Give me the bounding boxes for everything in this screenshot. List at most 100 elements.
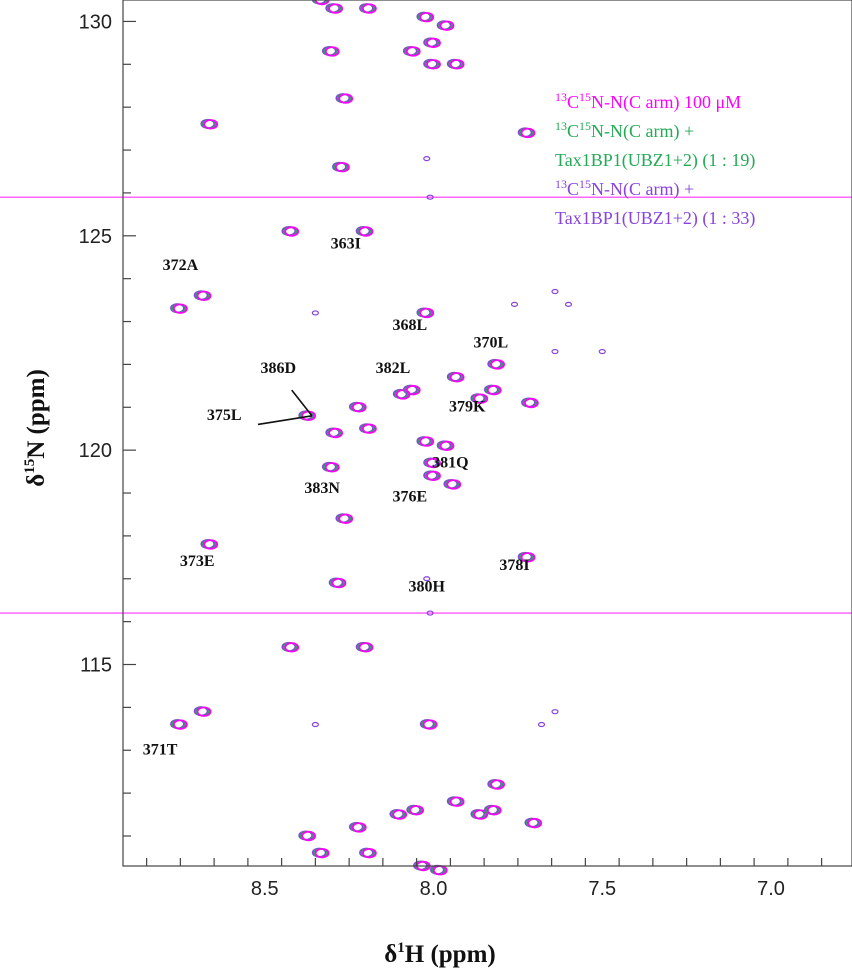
peak [483,804,502,816]
peak [348,821,367,833]
peak [325,3,344,14]
legend-entry: 13C15N-N(C arm) 100 μM [555,90,741,113]
peak-contour-100uM [172,719,188,730]
peak [402,384,421,396]
peak [298,830,317,842]
peak-label: 375L [207,407,242,424]
peak [423,470,441,482]
x-tick-label: 7.5 [588,878,616,900]
peak [321,461,340,473]
peak [335,513,354,524]
peak-contour-100uM [405,46,421,57]
y-tick-label: 120 [79,440,112,462]
peak [311,0,330,6]
peak-label: 371T [143,742,178,759]
minor-peak [551,709,559,715]
peak-contour-100uM [338,513,354,524]
legend-entry: 13C15N-N(C arm) + [555,119,694,142]
leader-line [257,415,313,426]
y-tick-label: 130 [79,11,112,33]
peak [170,719,188,730]
peak-contour-100uM [439,20,455,31]
peak-contour-100uM [361,423,377,434]
peak-contour-100uM [446,479,462,490]
legend: 13C15N-N(C arm) 100 μM 13C15N-N(C arm) + T… [555,90,755,229]
peak-contour-100uM [361,3,377,14]
peak-contour-100uM [196,706,212,717]
y-axis-title: δ15N (ppm) [22,369,50,487]
minor-peak [311,310,319,316]
peak-label: 378I [499,557,529,574]
peak-contour-100uM [523,397,539,409]
peak-contour-100uM [422,719,438,730]
peak [416,11,435,23]
peak [446,58,465,70]
peak [470,393,489,404]
peak-contour-100uM [449,372,465,383]
peak-label: 368L [393,317,428,334]
peak [200,118,219,130]
legend-entry: Tax1BP1(UBZ1+2) (1 : 33) [555,208,755,229]
peak [517,127,536,139]
peak-label: 383N [304,480,340,497]
peak-contour-100uM [172,303,188,314]
peak [521,397,539,409]
peak-label: 380H [409,579,446,596]
peak-contour-100uM [409,805,425,816]
peak-contour-100uM [324,462,340,473]
peak-label: 363I [331,236,361,253]
minor-peak [426,610,434,616]
legend-entry: Tax1BP1(UBZ1+2) (1 : 19) [555,150,755,171]
peak-contour-100uM [490,359,506,370]
peak-contour-100uM [203,539,219,550]
peak [311,847,330,859]
legend-entry: 13C15N-N(C arm) + [555,177,694,200]
peak-contour-100uM [203,119,219,130]
x-tick-label: 8.0 [420,878,448,900]
peak-contour-100uM [426,37,441,49]
peak [423,457,441,469]
peak-contour-100uM [473,809,489,820]
x-tick-label: 8.5 [251,878,279,900]
peak-contour-100uM [426,59,441,70]
x-tick-label: 7.0 [757,878,785,900]
peak [359,847,377,859]
peak [429,864,448,876]
x-axis-title: δ1H (ppm) [384,940,495,968]
peak [419,719,438,730]
peak [193,290,212,302]
peak-contour-100uM [490,779,506,790]
peak-contour-100uM [324,46,340,57]
peak-contour-100uM [419,307,435,319]
peak [524,817,543,829]
y-tick-label: 115 [80,655,112,677]
peak [281,641,300,653]
minor-peak [551,348,559,355]
peak-contour-100uM [426,470,441,482]
peak [321,45,340,57]
peak [298,410,317,422]
peak-contour-100uM [351,822,367,833]
peak-label: 372A [163,257,199,274]
peak-contour-100uM [284,226,300,237]
peak-contour-100uM [426,457,441,469]
peak [446,371,465,383]
peak-contour-100uM [486,384,502,396]
guide-lines [0,196,852,614]
peak [335,93,354,104]
peak [483,384,502,396]
minor-peak [551,288,559,295]
peak [517,551,536,563]
x-axis-ticks: 8.5 8.0 7.5 7.0 [146,858,823,900]
peak [436,20,455,31]
peak [170,303,188,314]
peak-contour-100uM [520,127,536,139]
y-axis-ticks: 115 120 125 130 [79,11,136,837]
peak [423,58,441,70]
label-leader-lines [257,389,313,426]
peak [416,307,435,319]
peak [281,226,300,237]
minor-peaks [311,156,606,728]
peak [332,161,350,173]
